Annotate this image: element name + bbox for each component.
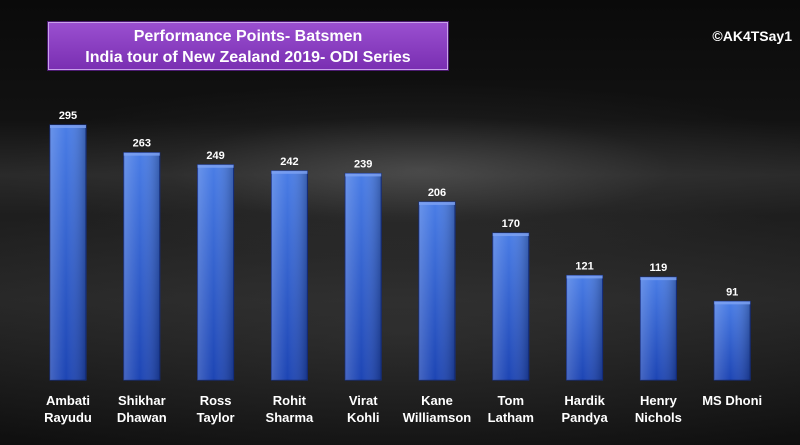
bar-cap [271,170,308,174]
x-tick-label: Tom [498,393,524,408]
x-tick-label: Shikhar [118,393,166,408]
bar-shading [123,152,160,380]
x-tick-label: Rohit [273,393,307,408]
bar-cap [640,277,677,281]
x-tick-label: Dhawan [117,410,167,425]
x-tick-label: Henry [640,393,678,408]
chart-title: Performance Points- Batsmen [133,28,363,45]
x-tick-label: Hardik [564,393,605,408]
x-tick-label: Latham [488,410,534,425]
chart-title-box: Performance Points- Batsmen India tour o… [48,22,448,70]
bar-cap [345,173,382,177]
data-label: 239 [354,158,372,170]
x-tick-label: Pandya [561,410,608,425]
bar-group: 239 Virat Kohli [344,158,382,425]
bar-cap [492,233,529,237]
data-label: 119 [650,262,668,274]
bar-shading [50,125,86,380]
bar-cap [419,201,455,205]
bar-shading [492,233,529,380]
x-tick-label: Ross [200,393,232,408]
bar-group: 121 Hardik Pandya [561,260,608,425]
bar-cap [714,301,751,305]
bar-group: 249 Ross Taylor [197,150,235,425]
data-label: 206 [428,187,446,199]
bar-shading [566,275,603,380]
x-tick-label: Sharma [266,410,314,425]
data-label: 263 [133,138,151,150]
bar-shading [640,277,677,380]
data-label: 249 [206,150,224,162]
bars-layer: 295 Ambati Rayudu 263 Shikhar Dhawan 249 Ross Ta… [44,110,762,425]
bar-group: 170 Tom Latham [488,218,534,425]
bar-group: 91 MS Dhoni [702,286,762,408]
x-tick-label: Virat [349,393,378,408]
bar-group: 119 Henry Nichols [635,262,682,425]
bar-cap [197,164,234,168]
bar-shading [714,301,751,380]
data-label: 242 [280,156,298,168]
x-tick-label: MS Dhoni [702,393,762,408]
x-tick-label: Kane [421,393,453,408]
bar-shading [419,201,455,380]
bar-group: 295 Ambati Rayudu [44,110,92,425]
x-tick-label: Rayudu [44,410,92,425]
watermark-text: ©AK4TSay1 [712,28,792,44]
bar-cap [123,152,160,156]
bar-shading [197,164,234,380]
bar-cap [566,275,603,279]
x-tick-label: Ambati [46,393,90,408]
data-label: 295 [59,110,77,122]
bar-group: 263 Shikhar Dhawan [117,138,167,425]
bar-shading [345,173,382,380]
data-label: 91 [726,286,738,298]
x-tick-label: Nichols [635,410,682,425]
x-tick-label: Kohli [347,410,380,425]
bar-cap [50,125,86,128]
data-label: 170 [502,218,520,230]
bar-group: 206 Kane Williamson [403,187,472,425]
data-label: 121 [575,260,593,272]
bar-group: 242 Rohit Sharma [266,156,314,425]
x-tick-label: Taylor [197,410,235,425]
chart-subtitle: India tour of New Zealand 2019- ODI Seri… [85,49,411,66]
x-tick-label: Williamson [403,410,472,425]
bar-shading [271,170,308,380]
